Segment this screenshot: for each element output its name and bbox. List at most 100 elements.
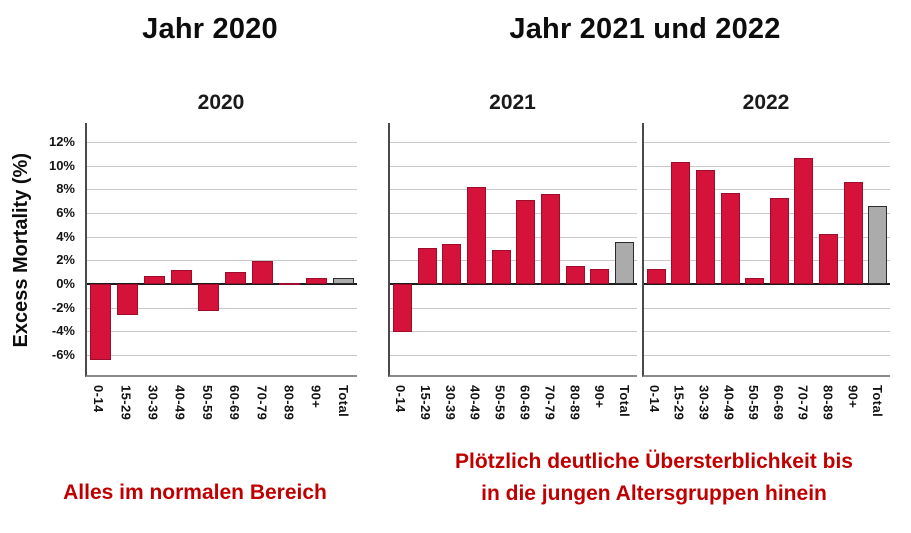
caption-normal-range: Alles im normalen Bereich — [63, 481, 327, 504]
x-slot-0-14: 0-14 — [642, 381, 667, 443]
zero-line — [390, 282, 637, 285]
bar-2021-30-39 — [442, 243, 462, 284]
x-slot-50-59: 50-59 — [741, 381, 766, 443]
y-tick-label--2: -2% — [51, 299, 75, 315]
x-slot-total: Total — [612, 381, 637, 443]
x-slot-80-89: 80-89 — [275, 381, 302, 443]
x-slot-60-69: 60-69 — [513, 381, 538, 443]
gridline-10 — [644, 165, 890, 167]
bar-2022-90 — [843, 182, 863, 284]
x-slot-total: Total — [330, 381, 357, 443]
bar-2020-15-29 — [117, 283, 138, 315]
zero-line — [87, 282, 357, 285]
plot-area-2021 — [388, 123, 637, 377]
x-slot-90: 90+ — [587, 381, 612, 443]
gridline--4 — [390, 331, 637, 333]
bar-2020-total — [333, 277, 354, 284]
gridline-8 — [390, 189, 637, 191]
x-slot-60-69: 60-69 — [221, 381, 248, 443]
gridline-8 — [87, 189, 357, 191]
gridline-6 — [644, 212, 890, 214]
x-tick-label-15-29: 15-29 — [417, 385, 433, 421]
gridline-8 — [644, 189, 890, 191]
x-slot-60-69: 60-69 — [766, 381, 791, 443]
x-slot-40-49: 40-49 — [463, 381, 488, 443]
gridline-10 — [390, 165, 637, 167]
bar-2022-40-49 — [720, 192, 740, 284]
gridline--2 — [87, 307, 357, 309]
y-tick-label-0: 0% — [56, 275, 75, 291]
bar-2022-15-29 — [671, 162, 691, 284]
x-tick-label-60-69: 60-69 — [770, 385, 786, 421]
x-tick-label-90: 90+ — [308, 385, 324, 409]
gridline--6 — [390, 354, 637, 356]
x-slot-40-49: 40-49 — [167, 381, 194, 443]
bar-2021-60-69 — [516, 199, 536, 284]
bar-2020-50-59 — [198, 283, 219, 312]
x-tick-label-30-39: 30-39 — [442, 385, 458, 421]
x-tick-label-80-89: 80-89 — [281, 385, 297, 421]
bar-2020-70-79 — [252, 261, 273, 284]
x-tick-label-70-79: 70-79 — [542, 385, 558, 421]
x-slot-15-29: 15-29 — [112, 381, 139, 443]
x-tick-label-0-14: 0-14 — [646, 385, 662, 413]
zero-line — [644, 282, 890, 285]
y-tick-label--4: -4% — [51, 323, 75, 339]
bar-2022-60-69 — [769, 197, 789, 284]
panel-title-2021: 2021 — [489, 91, 536, 114]
x-slot-80-89: 80-89 — [816, 381, 841, 443]
bar-2022-80-89 — [819, 234, 838, 284]
chart-panel-2022: 2022 0-14 15-29 30-39 40-49 50-59 60-69 70-79 8… — [642, 88, 890, 458]
y-tick-label-12: 12% — [48, 133, 75, 149]
x-slot-30-39: 30-39 — [139, 381, 166, 443]
bar-2020-90 — [306, 277, 327, 284]
x-slot-70-79: 70-79 — [537, 381, 562, 443]
bar-2022-30-39 — [696, 170, 715, 284]
bar-2020-80-89 — [279, 282, 300, 285]
x-slot-15-29: 15-29 — [667, 381, 692, 443]
bar-2021-0-14 — [392, 283, 412, 333]
y-axis-label: Excess Mortality (%) — [9, 152, 32, 348]
gridline-4 — [87, 236, 357, 238]
x-tick-label-80-89: 80-89 — [567, 385, 583, 421]
gridline--4 — [87, 331, 357, 333]
bar-2021-90 — [590, 268, 610, 284]
x-tick-label-70-79: 70-79 — [795, 385, 811, 421]
chart-panel-2021: 2021 0-14 15-29 30-39 40-49 50-59 60-69 70-79 8… — [388, 88, 637, 458]
x-slot-80-89: 80-89 — [562, 381, 587, 443]
y-tick-label-2: 2% — [56, 252, 75, 268]
bar-2020-60-69 — [225, 272, 246, 284]
gridline-2 — [87, 260, 357, 262]
x-tick-label-40-49: 40-49 — [721, 385, 737, 421]
x-slot-15-29: 15-29 — [413, 381, 438, 443]
plot-area-2020 — [85, 123, 357, 377]
chart-panel-2020: 2020 0-14 15-29 30-39 40-49 50-59 60-69 70-79 8… — [85, 88, 357, 458]
x-tick-label-50-59: 50-59 — [492, 385, 508, 421]
x-slot-40-49: 40-49 — [716, 381, 741, 443]
x-tick-label-30-39: 30-39 — [145, 385, 161, 421]
bar-2022-total — [868, 205, 888, 284]
y-tick-label-6: 6% — [56, 204, 75, 220]
y-tick-label-8: 8% — [56, 181, 75, 197]
x-tick-label-total: Total — [617, 385, 633, 418]
gridline--6 — [644, 354, 890, 356]
bar-2022-70-79 — [794, 158, 814, 284]
x-tick-label-80-89: 80-89 — [820, 385, 836, 421]
x-slot-30-39: 30-39 — [692, 381, 717, 443]
x-tick-label-total: Total — [335, 385, 351, 418]
plot-area-2022 — [642, 123, 890, 377]
bar-2021-80-89 — [565, 266, 585, 284]
gridline-12 — [390, 141, 637, 143]
caption-excess-mortality-line2: in die jungen Altersgruppen hinein — [481, 482, 827, 505]
x-tick-label-30-39: 30-39 — [696, 385, 712, 421]
x-tick-label-70-79: 70-79 — [254, 385, 270, 421]
x-tick-label-0-14: 0-14 — [392, 385, 408, 413]
caption-excess-mortality: Plötzlich deutliche Übersterblichkeit bi… — [398, 446, 910, 510]
x-slot-90: 90+ — [303, 381, 330, 443]
bar-2020-30-39 — [144, 275, 165, 284]
bar-2022-50-59 — [745, 277, 765, 284]
bar-2021-70-79 — [541, 193, 561, 284]
x-tick-label-15-29: 15-29 — [671, 385, 687, 421]
gridline--2 — [644, 307, 890, 309]
